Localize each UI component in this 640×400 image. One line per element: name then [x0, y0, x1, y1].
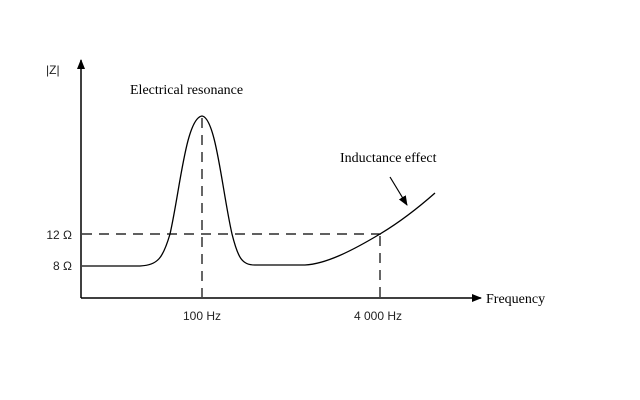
x-axis-label: Frequency [486, 292, 545, 307]
y-tick-label-12: 12 Ω [46, 228, 72, 242]
x-tick-label-4000hz: 4 000 Hz [354, 309, 402, 323]
x-tick-label-100hz: 100 Hz [183, 309, 221, 323]
annotation-inductance-effect: Inductance effect [340, 151, 437, 166]
y-axis-label: |Z| [46, 63, 60, 77]
inductance-arrow [389, 176, 408, 206]
y-tick-label-8: 8 Ω [53, 259, 72, 273]
impedance-curve [82, 115, 436, 267]
annotation-electrical-resonance: Electrical resonance [130, 83, 243, 98]
